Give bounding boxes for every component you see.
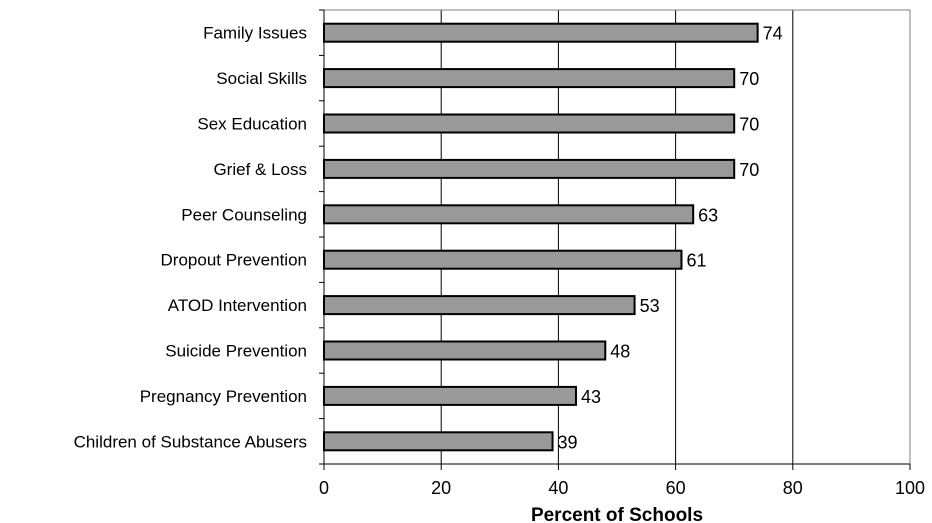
category-label: Grief & Loss bbox=[213, 160, 307, 179]
category-label: Dropout Prevention bbox=[161, 251, 307, 270]
category-label: Peer Counseling bbox=[181, 205, 307, 224]
bar bbox=[323, 22, 759, 43]
category-label: Pregnancy Prevention bbox=[140, 387, 307, 406]
x-axis-title: Percent of Schools bbox=[531, 505, 703, 523]
x-tick-label: 60 bbox=[666, 478, 686, 498]
bar bbox=[323, 249, 683, 270]
data-label: 53 bbox=[640, 296, 660, 316]
data-label: 61 bbox=[686, 251, 706, 271]
data-label: 70 bbox=[739, 69, 759, 89]
bars bbox=[323, 22, 759, 452]
data-label: 74 bbox=[763, 24, 783, 44]
bar bbox=[323, 68, 736, 89]
data-label: 43 bbox=[581, 387, 601, 407]
labels: 0 20 40 60 80 100 Family Issues 74 Social Skills… bbox=[74, 24, 925, 498]
x-tick-label: 100 bbox=[895, 478, 925, 498]
data-label: 70 bbox=[739, 160, 759, 180]
bar bbox=[323, 113, 736, 134]
axes bbox=[319, 9, 911, 470]
category-label: Children of Substance Abusers bbox=[74, 432, 307, 451]
category-label: ATOD Intervention bbox=[168, 296, 307, 315]
bar bbox=[323, 340, 607, 361]
x-tick-label: 0 bbox=[319, 478, 329, 498]
data-label: 39 bbox=[558, 432, 578, 452]
bar bbox=[323, 204, 695, 225]
category-label: Suicide Prevention bbox=[165, 342, 307, 361]
bar bbox=[323, 158, 736, 179]
category-label: Family Issues bbox=[203, 24, 307, 43]
x-tick-label: 40 bbox=[548, 478, 568, 498]
bar bbox=[323, 431, 554, 452]
data-label: 48 bbox=[610, 342, 630, 362]
data-label: 63 bbox=[698, 205, 718, 225]
category-label: Sex Education bbox=[197, 115, 307, 134]
data-label: 70 bbox=[739, 115, 759, 135]
category-label: Social Skills bbox=[216, 69, 307, 88]
bar bbox=[323, 385, 577, 406]
x-tick-label: 80 bbox=[783, 478, 803, 498]
x-tick-label: 20 bbox=[431, 478, 451, 498]
bar bbox=[323, 295, 636, 316]
